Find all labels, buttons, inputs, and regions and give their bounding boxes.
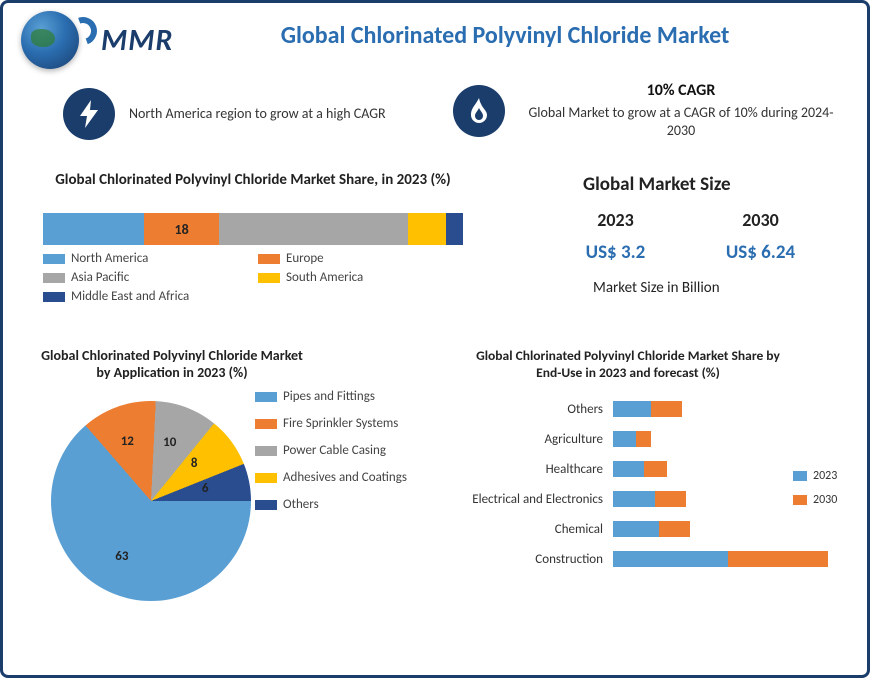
- legend-item: Power Cable Casing: [255, 443, 435, 458]
- pie-slice-value: 63: [115, 549, 128, 564]
- hbar-bars: [613, 401, 843, 417]
- hbar-segment: [728, 551, 828, 567]
- market-size-year: 2023: [543, 205, 688, 235]
- hbar-category-label: Agriculture: [463, 432, 613, 447]
- legend-label: Power Cable Casing: [283, 443, 386, 458]
- flame-icon: [453, 85, 505, 137]
- legend-swatch-icon: [43, 273, 65, 283]
- legend-item: Adhesives and Coatings: [255, 470, 435, 485]
- legend-label: Others: [283, 497, 319, 512]
- legend-swatch-icon: [258, 273, 280, 283]
- legend-label: Fire Sprinkler Systems: [283, 416, 398, 431]
- hbar-chart: Others Agriculture Healthcare Electrical an…: [463, 401, 843, 581]
- market-size-unit: Market Size in Billion: [593, 279, 720, 297]
- hbar-segment: [613, 491, 655, 507]
- callout-cagr: 10% CAGR Global Market to grow at a CAGR…: [453, 81, 843, 140]
- callout-text: Global Market to grow at a CAGR of 10% d…: [519, 104, 843, 140]
- hbar-bars: [613, 431, 843, 447]
- market-size-grid: 2023 2030 US$ 3.2 US$ 6.24: [543, 205, 833, 270]
- legend-item: Fire Sprinkler Systems: [255, 416, 435, 431]
- legend-item: Asia Pacific: [43, 270, 258, 285]
- pie-slice-value: 6: [202, 481, 209, 496]
- hbar-segment: [613, 431, 636, 447]
- callout-north-america: North America region to grow at a high C…: [63, 88, 423, 140]
- stacked-bar-legend: North America Europe Asia Pacific South Ame…: [43, 251, 473, 304]
- pie-chart: 63 12 10 86: [51, 401, 251, 601]
- stacked-bar-chart: 18: [43, 213, 463, 245]
- pie-slice-value: 12: [121, 434, 134, 449]
- bolt-icon: [63, 88, 115, 140]
- hbar-segment: [644, 461, 667, 477]
- pie-slice-value: 8: [191, 456, 198, 471]
- pie-graphic: 63 12 10 86: [51, 401, 251, 601]
- legend-swatch-icon: [258, 254, 280, 264]
- legend-item: Pipes and Fittings: [255, 389, 435, 404]
- stacked-segment: [408, 213, 446, 245]
- legend-label: North America: [71, 251, 148, 266]
- legend-swatch-icon: [255, 392, 277, 402]
- legend-label: Europe: [286, 251, 324, 266]
- stacked-segment: [43, 213, 144, 245]
- market-size-value: US$ 3.2: [543, 235, 688, 270]
- legend-label: Middle East and Africa: [71, 289, 189, 304]
- legend-swatch-icon: [793, 471, 807, 481]
- hbar-category-label: Electrical and Electronics: [463, 492, 613, 507]
- legend-label: 2030: [813, 493, 837, 507]
- legend-swatch-icon: [255, 500, 277, 510]
- hbar-row: Others: [463, 401, 843, 417]
- hbar-segment: [613, 521, 659, 537]
- market-size-value: US$ 6.24: [688, 235, 833, 270]
- callout-text: North America region to grow at a high C…: [129, 105, 386, 123]
- hbar-category-label: Chemical: [463, 522, 613, 537]
- hbar-segment: [613, 461, 644, 477]
- legend-swatch-icon: [255, 446, 277, 456]
- hbar-segment: [655, 491, 686, 507]
- legend-swatch-icon: [43, 292, 65, 302]
- legend-label: Asia Pacific: [71, 270, 129, 285]
- hbar-bars: [613, 551, 843, 567]
- legend-item: North America: [43, 251, 258, 266]
- legend-swatch-icon: [255, 419, 277, 429]
- hbar-segment: [651, 401, 682, 417]
- hbar-segment: [636, 431, 651, 447]
- pie-slice-value: 10: [163, 435, 176, 450]
- hbar-chart-title: Global Chlorinated Polyvinyl Chloride Ma…: [473, 347, 783, 381]
- stacked-bar-title: Global Chlorinated Polyvinyl Chloride Ma…: [43, 171, 463, 189]
- hbar-category-label: Construction: [463, 552, 613, 567]
- hbar-segment: [613, 551, 728, 567]
- legend-item: 2030: [793, 493, 863, 507]
- hbar-segment: [613, 401, 651, 417]
- hbar-chart-legend: 2023 2030: [793, 469, 863, 507]
- pie-chart-title: Global Chlorinated Polyvinyl Chloride Ma…: [37, 347, 307, 381]
- hbar-category-label: Healthcare: [463, 462, 613, 477]
- legend-label: Adhesives and Coatings: [283, 470, 407, 485]
- legend-item: South America: [258, 270, 473, 285]
- cagr-value: 10% CAGR: [519, 81, 843, 100]
- legend-label: South America: [286, 270, 363, 285]
- market-size-title: Global Market Size: [583, 173, 731, 196]
- legend-item: Europe: [258, 251, 473, 266]
- legend-label: 2023: [813, 469, 837, 483]
- legend-swatch-icon: [43, 254, 65, 264]
- hbar-row: Electrical and Electronics: [463, 491, 843, 507]
- pie-chart-legend: Pipes and Fittings Fire Sprinkler Systems…: [255, 389, 435, 512]
- legend-item: Others: [255, 497, 435, 512]
- hbar-segment: [659, 521, 690, 537]
- hbar-row: Construction: [463, 551, 843, 567]
- page-title: Global Chlorinated Polyvinyl Chloride Ma…: [3, 21, 867, 50]
- legend-item: Middle East and Africa: [43, 289, 258, 304]
- stacked-segment: [219, 213, 408, 245]
- market-size-year: 2030: [688, 205, 833, 235]
- hbar-bars: [613, 521, 843, 537]
- stacked-segment: 18: [144, 213, 220, 245]
- hbar-row: Chemical: [463, 521, 843, 537]
- legend-swatch-icon: [255, 473, 277, 483]
- legend-swatch-icon: [793, 495, 807, 505]
- hbar-row: Healthcare: [463, 461, 843, 477]
- legend-item: 2023: [793, 469, 863, 483]
- hbar-category-label: Others: [463, 402, 613, 417]
- legend-label: Pipes and Fittings: [283, 389, 375, 404]
- stacked-segment: [446, 213, 463, 245]
- hbar-row: Agriculture: [463, 431, 843, 447]
